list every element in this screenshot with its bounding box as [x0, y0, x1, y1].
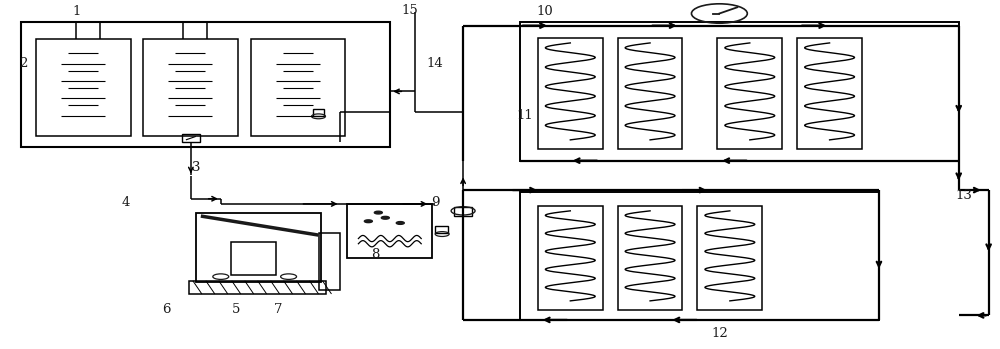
- Bar: [143, 39, 238, 136]
- Bar: [189, 281, 326, 294]
- Bar: [618, 206, 682, 310]
- Bar: [717, 38, 782, 149]
- Bar: [21, 22, 390, 147]
- Text: 11: 11: [517, 109, 533, 122]
- Text: 1: 1: [72, 5, 80, 18]
- Text: 6: 6: [162, 303, 170, 316]
- Bar: [319, 233, 340, 290]
- Bar: [36, 39, 131, 136]
- Text: 9: 9: [431, 196, 439, 209]
- Bar: [251, 39, 345, 136]
- Text: 4: 4: [122, 196, 130, 209]
- Text: 5: 5: [232, 303, 240, 316]
- Bar: [347, 204, 432, 258]
- Bar: [538, 38, 603, 149]
- Text: 15: 15: [402, 3, 419, 16]
- Text: 2: 2: [19, 57, 28, 70]
- Text: 13: 13: [955, 189, 972, 202]
- Circle shape: [364, 220, 372, 223]
- Text: 10: 10: [536, 5, 553, 18]
- Text: 12: 12: [711, 327, 728, 340]
- Bar: [618, 38, 682, 149]
- Text: 3: 3: [192, 161, 200, 174]
- Circle shape: [381, 216, 389, 219]
- Bar: [454, 207, 472, 216]
- Bar: [313, 109, 324, 116]
- Bar: [435, 227, 448, 233]
- Circle shape: [396, 222, 404, 224]
- Bar: [697, 206, 762, 310]
- Bar: [520, 22, 959, 161]
- Bar: [196, 213, 320, 282]
- Bar: [797, 38, 862, 149]
- Bar: [538, 206, 603, 310]
- Circle shape: [374, 211, 382, 214]
- Text: 7: 7: [274, 303, 283, 316]
- Text: 14: 14: [427, 57, 444, 70]
- Text: 8: 8: [371, 248, 380, 261]
- Bar: [231, 242, 276, 275]
- Bar: [182, 134, 200, 142]
- Bar: [520, 192, 879, 320]
